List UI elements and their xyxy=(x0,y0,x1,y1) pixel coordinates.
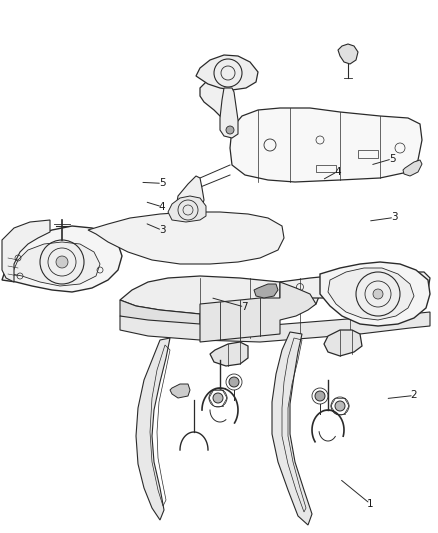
Polygon shape xyxy=(210,342,248,366)
Polygon shape xyxy=(272,332,312,525)
Polygon shape xyxy=(12,242,100,286)
Text: 2: 2 xyxy=(410,391,417,400)
Polygon shape xyxy=(176,176,204,218)
Circle shape xyxy=(229,377,239,387)
Polygon shape xyxy=(328,268,414,320)
Text: 3: 3 xyxy=(391,213,398,222)
Text: 4: 4 xyxy=(159,202,166,212)
Polygon shape xyxy=(120,276,320,316)
Polygon shape xyxy=(280,272,430,298)
Polygon shape xyxy=(88,212,284,264)
Polygon shape xyxy=(220,88,238,138)
Text: 7: 7 xyxy=(241,302,248,312)
Text: 5: 5 xyxy=(389,154,396,164)
Text: 5: 5 xyxy=(159,179,166,188)
Text: 3: 3 xyxy=(159,225,166,235)
Polygon shape xyxy=(324,330,362,356)
Text: 4: 4 xyxy=(334,167,341,176)
Polygon shape xyxy=(320,262,430,326)
Polygon shape xyxy=(120,300,200,330)
Polygon shape xyxy=(200,80,232,128)
Polygon shape xyxy=(338,44,358,64)
Polygon shape xyxy=(254,284,278,298)
Polygon shape xyxy=(170,384,190,398)
Polygon shape xyxy=(2,220,50,282)
Circle shape xyxy=(315,391,325,401)
Polygon shape xyxy=(120,312,430,342)
Circle shape xyxy=(373,289,383,299)
Text: 1: 1 xyxy=(367,499,374,508)
Circle shape xyxy=(56,256,68,268)
Circle shape xyxy=(213,393,223,403)
Polygon shape xyxy=(2,226,122,292)
Polygon shape xyxy=(136,338,170,520)
Polygon shape xyxy=(196,55,258,90)
Polygon shape xyxy=(230,108,422,182)
Circle shape xyxy=(226,126,234,134)
Polygon shape xyxy=(168,196,206,222)
Circle shape xyxy=(335,401,345,411)
Polygon shape xyxy=(200,282,316,342)
Polygon shape xyxy=(403,160,422,176)
